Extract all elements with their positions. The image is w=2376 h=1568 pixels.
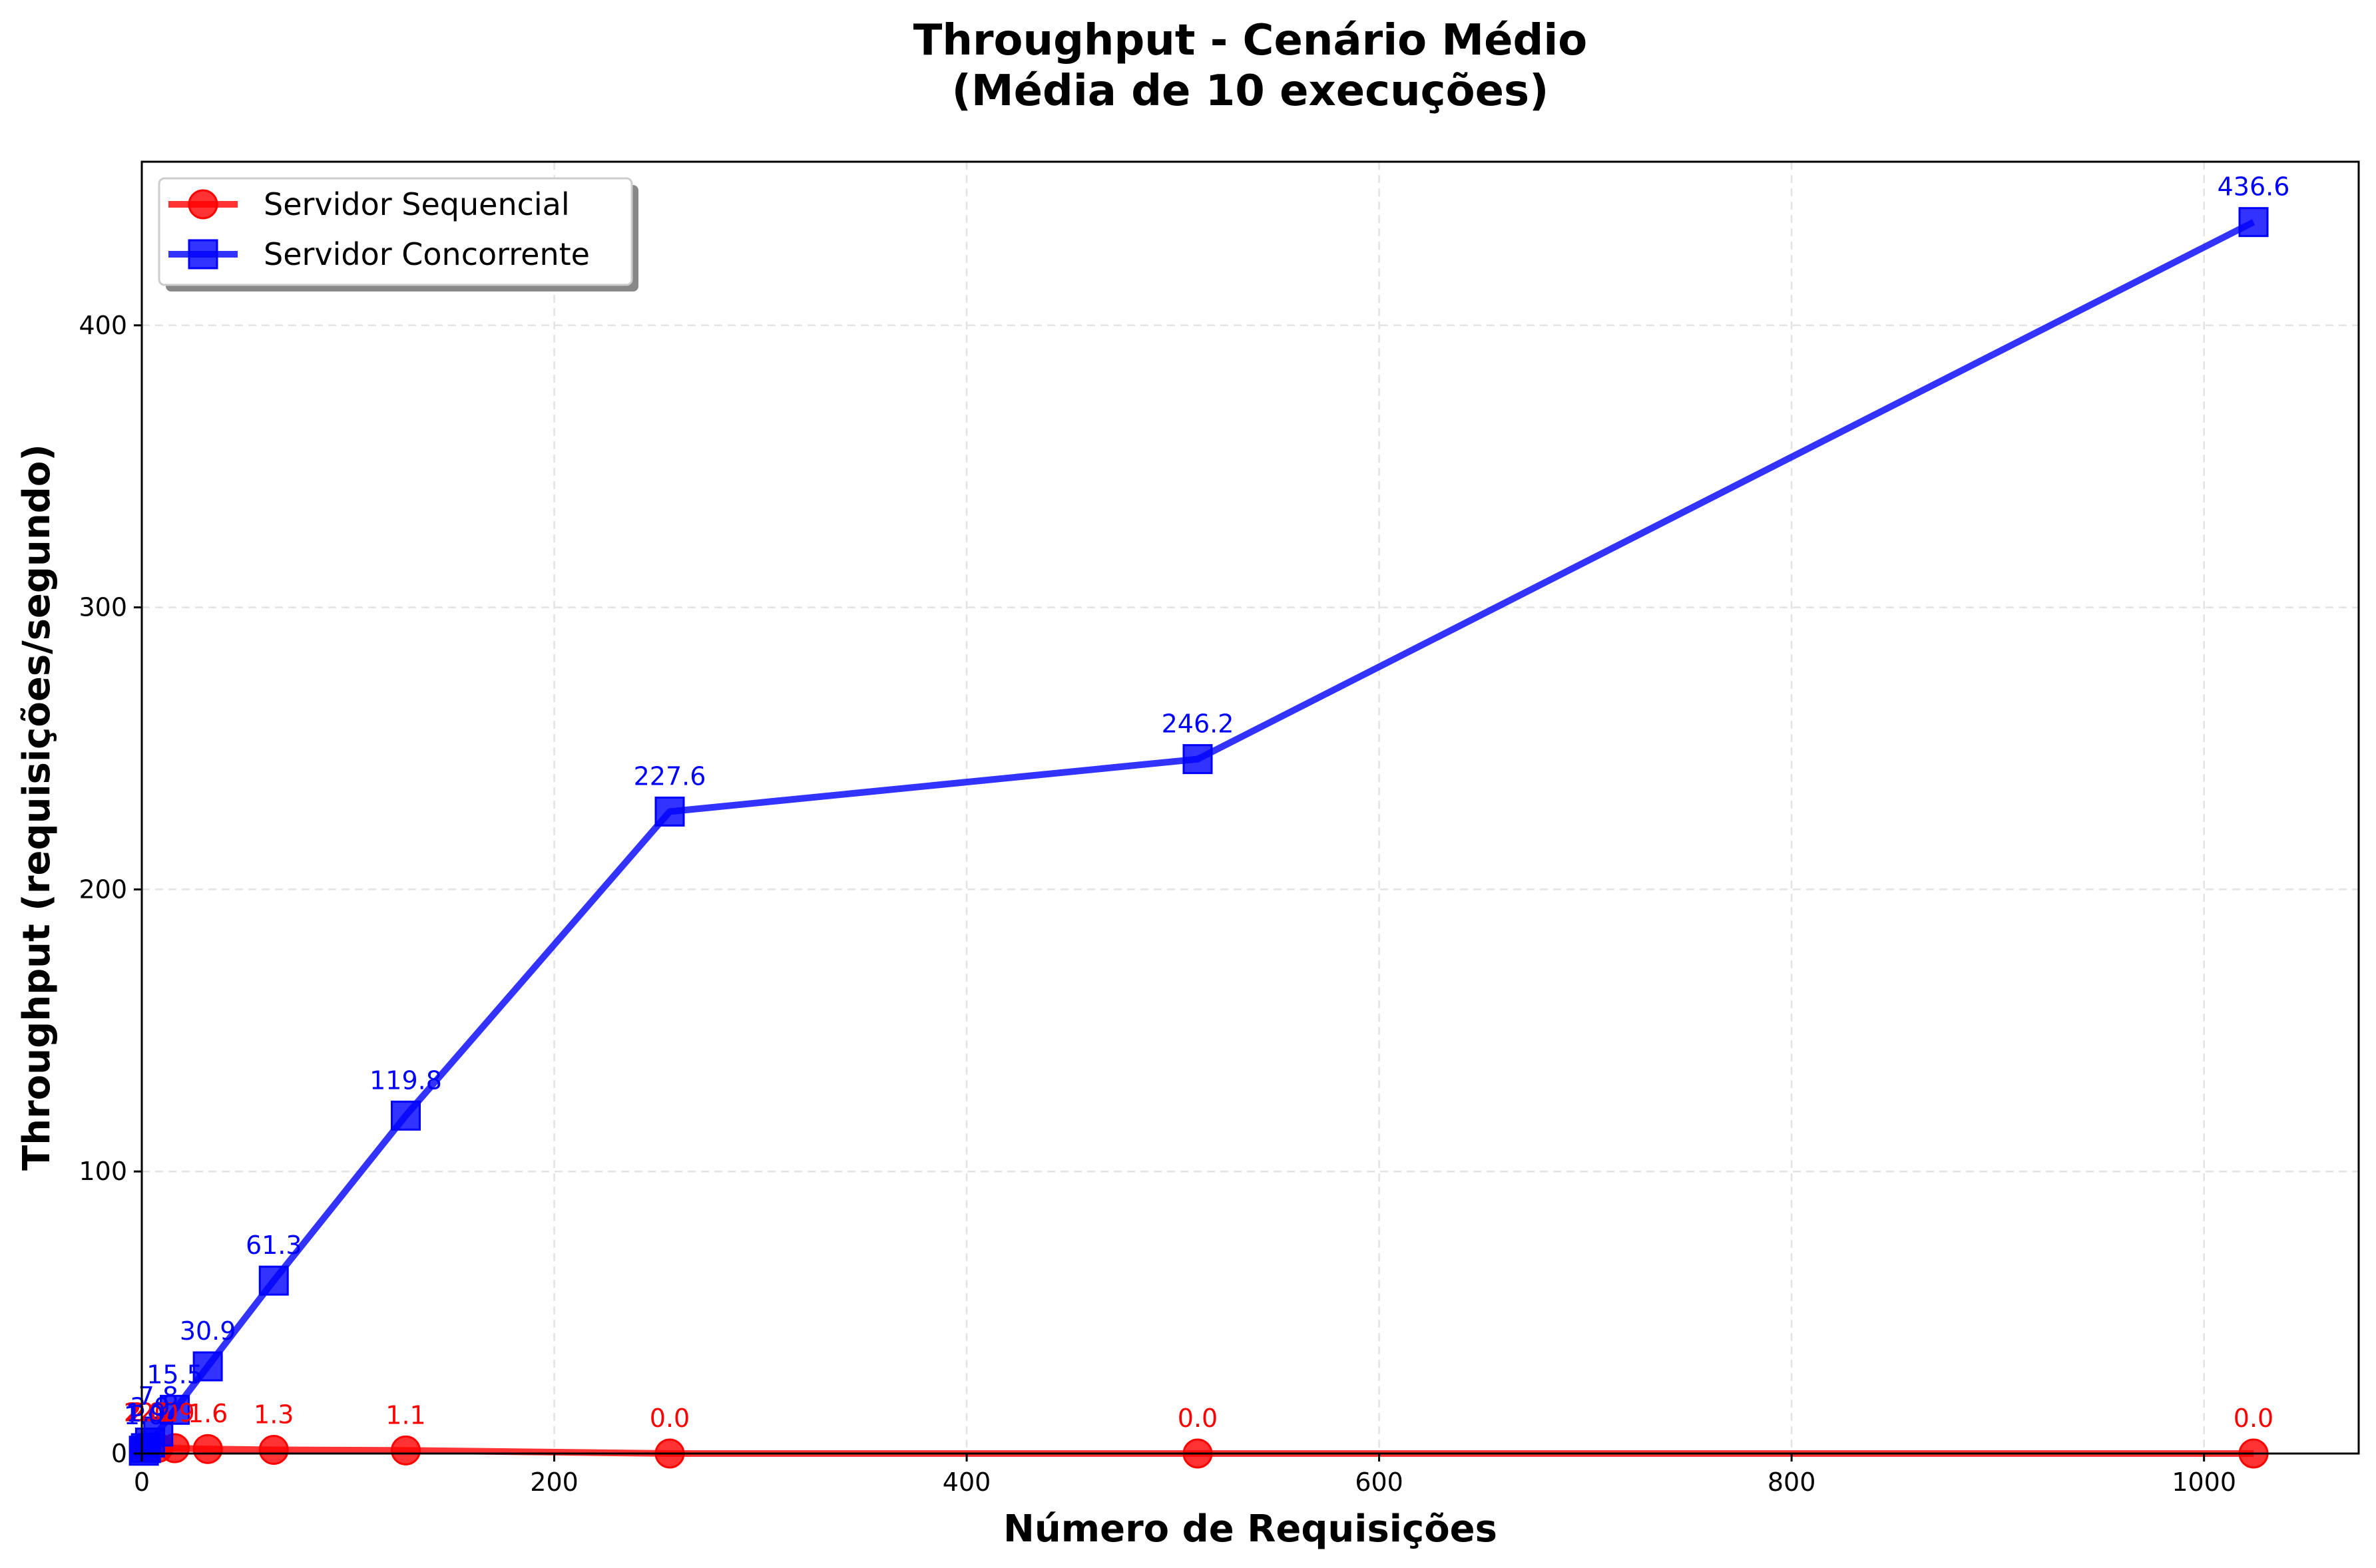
data-point-concorrente [391,1100,421,1131]
data-label-concorrente: 7.8 [138,1382,178,1411]
y-axis-label: Throughput (requisições/segundo) [15,444,59,1171]
data-label-concorrente: 61.3 [246,1231,302,1260]
data-label-sequencial: 0.0 [650,1404,690,1433]
x-tick-label: 400 [943,1468,991,1497]
data-point-concorrente [654,796,685,827]
data-label-sequencial: 0.0 [1178,1404,1218,1433]
data-labels: 2.02.02.02.01.91.6 1.3 1.1 0.0 0.0 0.01.01.93… [124,172,2290,1433]
legend-box [158,177,633,286]
data-label-sequencial: 0.0 [2234,1404,2273,1433]
data-label-sequencial: 2.0 [124,1398,164,1428]
data-label-concorrente: 30.9 [180,1316,236,1346]
data-label-concorrente: 1.0 [124,1401,164,1430]
data-point-sequencial [258,1434,289,1465]
data-point-concorrente [192,1351,223,1382]
data-label-concorrente: 119.8 [369,1066,442,1095]
grid [140,162,2359,1455]
series-layer [128,207,2269,1469]
legend: Servidor Sequencial Servidor Concorrente [158,177,638,292]
x-tick-label: 600 [1355,1468,1403,1497]
data-label-concorrente: 1.9 [126,1398,166,1428]
data-point-concorrente [160,1394,190,1425]
data-label-concorrente: 227.6 [634,761,706,791]
data-point-concorrente [1182,744,1213,775]
x-tick-label: 800 [1768,1468,1816,1497]
x-tick-label: 1000 [2172,1468,2236,1497]
y-tick-label: 400 [79,311,127,340]
data-label-sequencial: 2.0 [130,1398,170,1428]
data-label-concorrente: 15.5 [146,1360,203,1389]
chart-title: Throughput - Cenário Médio [913,16,1587,65]
data-label-sequencial: 2.0 [126,1398,166,1428]
data-label-sequencial: 2.0 [138,1398,178,1428]
y-tick-label: 0 [111,1439,127,1468]
data-point-concorrente [258,1265,289,1296]
data-point-sequencial [192,1434,223,1464]
x-axis-label: Número de Requisições [1003,1507,1497,1551]
legend-label-sequencial: Servidor Sequencial [264,186,570,222]
data-point-sequencial [391,1435,421,1466]
legend-marker-concorrente [188,239,218,270]
legend-marker-sequencial [188,189,218,220]
data-label-sequencial: 1.6 [188,1399,228,1428]
axis-ticks: 0 200 400 600 800 1000 0 100 200 300 400 [79,311,2236,1497]
data-label-sequencial: 1.3 [254,1400,294,1429]
data-label-sequencial: 1.1 [385,1400,425,1430]
legend-label-concorrente: Servidor Concorrente [264,236,590,272]
series-line-concorrente [141,219,2256,1453]
y-tick-label: 300 [79,593,127,622]
x-tick-label: 0 [134,1468,150,1497]
data-label-concorrente: 436.6 [2218,172,2290,202]
x-tick-label: 200 [530,1468,579,1497]
y-tick-label: 100 [79,1157,127,1186]
y-tick-label: 200 [79,875,127,904]
data-label-concorrente: 246.2 [1162,709,1234,739]
data-label-concorrente: 3.9 [130,1392,170,1422]
data-label-sequencial: 1.9 [154,1398,194,1428]
chart-subtitle: (Média de 10 execuções) [952,67,1549,116]
data-point-concorrente [2238,207,2269,238]
plot-frame [140,160,2360,1455]
